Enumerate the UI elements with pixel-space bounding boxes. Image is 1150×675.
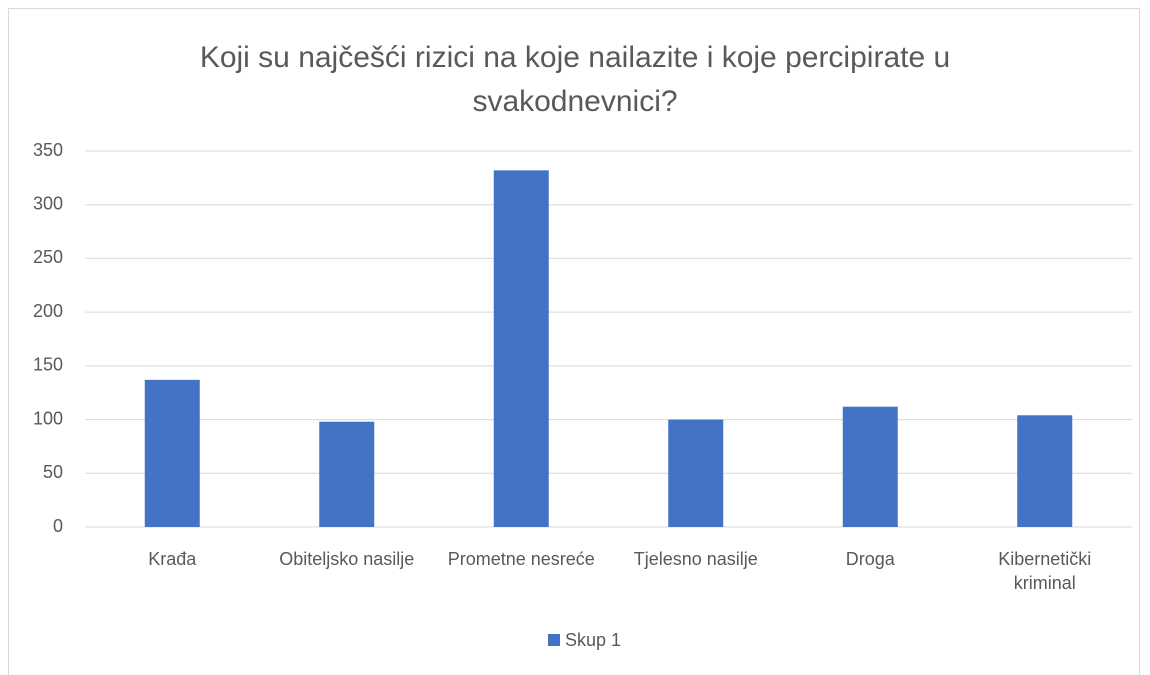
legend-label: Skup 1 <box>565 630 621 650</box>
bar <box>668 419 724 527</box>
bar <box>493 170 549 527</box>
y-tick-label: 0 <box>53 516 63 536</box>
x-tick-label: Tjelesno nasilje <box>633 549 758 569</box>
y-tick-label: 100 <box>33 408 63 428</box>
y-tick-label: 250 <box>33 247 63 267</box>
bar <box>1017 415 1073 527</box>
y-tick-label: 350 <box>33 140 63 160</box>
x-tick-label: Prometne nesreće <box>447 549 595 569</box>
y-tick-label: 200 <box>33 301 63 321</box>
bar <box>842 406 898 527</box>
x-tick-label: Droga <box>845 549 895 569</box>
y-tick-label: 300 <box>33 193 63 213</box>
chart-frame <box>8 8 1140 675</box>
x-tick-label: Obiteljsko nasilje <box>279 549 415 569</box>
bar <box>319 421 375 527</box>
x-tick-label: Kibernetički kriminal <box>998 549 1092 593</box>
bar <box>144 379 200 527</box>
x-tick-label: Krađa <box>148 549 197 569</box>
y-tick-label: 50 <box>43 462 63 482</box>
legend-swatch <box>548 634 560 646</box>
y-tick-label: 150 <box>33 355 63 375</box>
chart-title: Koji su najčešći rizici na koje nailazit… <box>199 41 951 118</box>
